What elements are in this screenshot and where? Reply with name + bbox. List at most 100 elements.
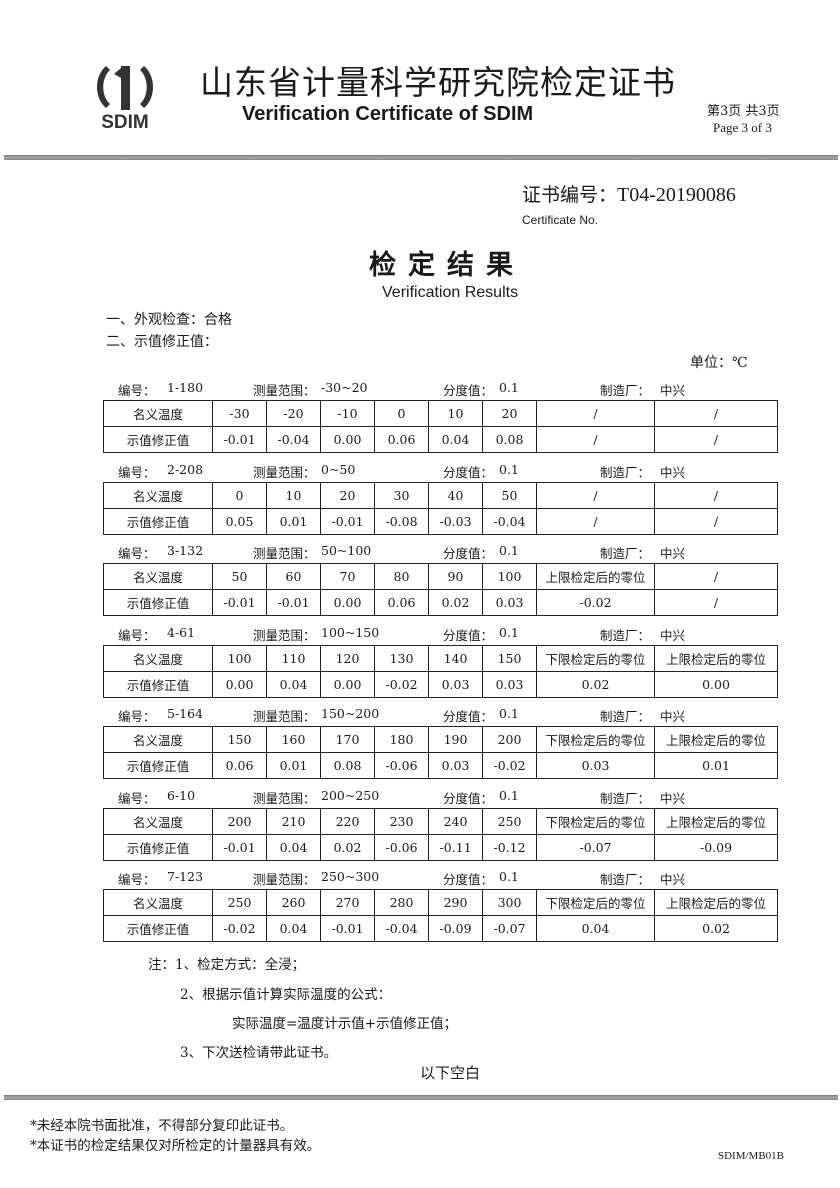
maker-label: 制造厂： [600, 627, 651, 643]
table-cell: 250 [482, 807, 537, 835]
correction-value-row: 示值修正值 -0.01 0.04 0.02 -0.06 -0.11 -0.12 -0.07 -0… [103, 833, 778, 861]
range-label: 测量范围： [253, 383, 316, 398]
division-value: 0.1 [499, 543, 519, 558]
certificate-number-label-en: Certificate No. [522, 213, 599, 227]
row-header: 示值修正值 [103, 915, 213, 942]
table-cell: 0.02 [320, 833, 375, 861]
range-value: 150~200 [321, 706, 380, 721]
page-title-en: Verification Results [382, 284, 519, 301]
table-cell: 0.03 [428, 752, 483, 779]
correction-value-row: 示值修正值 0.05 0.01 -0.01 -0.08 -0.03 -0.04// [103, 507, 778, 535]
thermometer-block: 编号： 6-10 测量范围： 200~250 分度值： 0.1 制造厂： 中兴 名义温度 200 2… [103, 784, 778, 866]
table-cell: / [654, 481, 778, 509]
range-label: 测量范围： [253, 546, 316, 561]
table-cell: 上限检定后的零位 [654, 644, 778, 672]
table-cell: 110 [266, 644, 321, 672]
table-cell: 0.00 [320, 670, 375, 698]
table-cell: 300 [482, 889, 537, 916]
serial-value: 7-123 [167, 869, 204, 884]
table-cell: -0.01 [320, 915, 375, 942]
division-label: 分度值： [443, 709, 494, 724]
certificate-number-label: 证书编号： [522, 184, 618, 206]
formula: 实际温度=温度计示值+示值修正值； [232, 1016, 458, 1032]
results-table: 名义温度 0 10 20 30 40 50// 示值修正值 0.05 0.01 -0.01 -0.08… [103, 481, 778, 535]
maker-value: 中兴 [660, 546, 686, 561]
appearance-check: 一、外观检查：合格 [106, 312, 232, 328]
serial-label: 编号： [118, 546, 156, 561]
table-cell: 0.05 [212, 507, 267, 535]
table-cell: 0.00 [654, 670, 778, 698]
table-cell: -30 [212, 400, 267, 427]
table-cell: 0.03 [428, 670, 483, 698]
table-cell: / [536, 400, 655, 427]
table-cell: -0.01 [266, 589, 321, 616]
division-value: 0.1 [499, 869, 519, 884]
table-cell: 250 [212, 889, 267, 916]
table-cell: 上限检定后的零位 [654, 807, 778, 835]
note-2: 2、根据示值计算实际温度的公式： [180, 987, 392, 1003]
serial-value: 3-132 [167, 543, 204, 558]
thermometer-block: 编号： 3-132 测量范围： 50~100 分度值： 0.1 制造厂： 中兴 名义温度 50 60… [103, 539, 778, 621]
division-value: 0.1 [499, 624, 519, 640]
table-cell: 130 [374, 644, 429, 672]
results-table: 名义温度 250 260 270 280 290 300 下限检定后的零位 上限检定后的零位 示值… [103, 889, 778, 942]
division-label: 分度值： [443, 627, 494, 643]
table-cell: -0.02 [374, 670, 429, 698]
row-header: 名义温度 [103, 400, 213, 427]
range-value: -30~20 [321, 380, 368, 395]
serial-label: 编号： [118, 627, 156, 643]
table-cell: 下限检定后的零位 [536, 807, 655, 835]
serial-label: 编号： [118, 383, 156, 398]
table-cell: / [654, 563, 778, 590]
table-cell: 0.08 [482, 426, 537, 453]
range-value: 50~100 [321, 543, 372, 558]
note-3: 3、下次送检请带此证书。 [180, 1045, 338, 1061]
row-header: 示值修正值 [103, 670, 213, 698]
certificate-number-value: T04-20190086 [617, 184, 736, 206]
table-cell: 0.06 [374, 589, 429, 616]
table-cell: 270 [320, 889, 375, 916]
serial-label: 编号： [118, 464, 156, 480]
maker-value: 中兴 [660, 383, 686, 398]
page-number-cn: 第3页 共3页 [707, 104, 780, 119]
table-cell: 0.06 [374, 426, 429, 453]
correction-section-heading: 二、示值修正值： [106, 334, 218, 350]
table-cell: -0.03 [428, 507, 483, 535]
serial-value: 6-10 [167, 787, 196, 803]
table-cell: -0.06 [374, 833, 429, 861]
table-cell: 200 [482, 726, 537, 753]
table-cell: 180 [374, 726, 429, 753]
table-cell: 0.03 [536, 752, 655, 779]
maker-value: 中兴 [660, 627, 686, 643]
results-table: 名义温度 100 110 120 130 140 150 下限检定后的零位 上限检定后的零位 示值… [103, 644, 778, 698]
form-code: SDIM/MB01B [718, 1150, 785, 1162]
table-cell: 0.04 [536, 915, 655, 942]
nominal-temperature-row: 名义温度 200 210 220 230 240 250 下限检定后的零位 上限检定后的零位 [103, 807, 778, 835]
thermometer-info: 编号： 2-208 测量范围： 0~50 分度值： 0.1 制造厂： 中兴 [103, 458, 773, 482]
table-cell: 150 [482, 644, 537, 672]
table-cell: 30 [374, 481, 429, 509]
serial-value: 1-180 [167, 380, 204, 395]
blank-below: 以下空白 [420, 1064, 481, 1082]
table-cell: 0 [212, 481, 267, 509]
range-label: 测量范围： [253, 872, 316, 887]
row-header: 名义温度 [103, 726, 213, 753]
maker-value: 中兴 [660, 790, 686, 806]
table-cell: 70 [320, 563, 375, 590]
table-cell: 0.06 [212, 752, 267, 779]
table-cell: / [654, 589, 778, 616]
table-cell: -0.09 [654, 833, 778, 861]
range-label: 测量范围： [253, 790, 316, 806]
table-cell: -0.01 [212, 833, 267, 861]
page-number-en: Page 3 of 3 [713, 120, 772, 135]
svg-text:SDIM: SDIM [101, 112, 149, 130]
maker-label: 制造厂： [600, 709, 651, 724]
table-cell: 0 [374, 400, 429, 427]
table-cell: 280 [374, 889, 429, 916]
table-cell: 50 [482, 481, 537, 509]
row-header: 名义温度 [103, 889, 213, 916]
row-header: 名义温度 [103, 481, 213, 509]
range-label: 测量范围： [253, 627, 316, 643]
table-cell: -0.09 [428, 915, 483, 942]
table-cell: 0.00 [212, 670, 267, 698]
